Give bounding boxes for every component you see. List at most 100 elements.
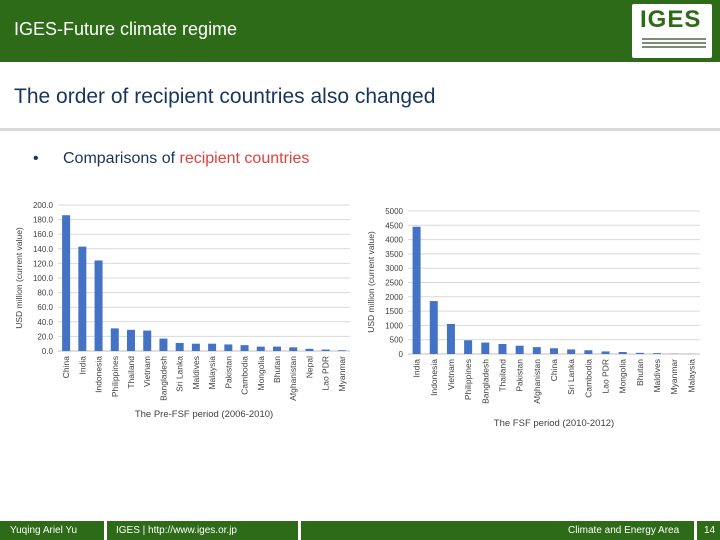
pre-fsf-bar [78,246,87,351]
fsf-y-tick-label: 4000 [385,236,403,245]
fsf-y-tick-label: 3000 [385,264,403,273]
fsf-bar [429,301,438,354]
pre-fsf-category-label: Thailand [126,356,136,389]
pre-fsf-y-tick-label: 180.0 [33,216,54,225]
fsf-category-label: Sri Lanka [566,359,576,395]
fsf-category-label: Bangladesh [480,359,490,404]
pre-fsf-bar [240,345,249,351]
pre-fsf-category-label: Philippines [110,356,120,397]
fsf-bar [567,349,576,354]
pre-fsf-bar [191,343,200,351]
pre-fsf-category-label: Lao PDR [321,356,331,391]
pre-fsf-y-tick-label: 200.0 [33,201,54,210]
pre-fsf-category-label: Myanmar [337,356,347,392]
footer-area: Climate and Energy Area [568,525,680,536]
pre-fsf-category-label: Nepal [304,356,314,378]
fsf-category-label: Indonesia [429,359,439,396]
fsf-y-tick-label: 4500 [385,221,403,230]
fsf-bar [481,342,490,354]
fsf-category-label: Maldives [652,359,662,393]
pre-fsf-bar [208,343,217,351]
fsf-x-axis-label: The FSF period (2010-2012) [494,418,614,429]
fsf-y-tick-label: 1000 [385,321,403,330]
slide-title: The order of recipient countries also ch… [14,85,436,108]
pre-fsf-bar [143,330,152,351]
pre-fsf-bar [175,342,184,351]
pre-fsf-category-label: Maldives [191,356,201,390]
fsf-bar [550,348,558,354]
pre-fsf-category-label: Afghanistan [288,356,298,401]
pre-fsf-y-tick-label: 80.0 [37,289,53,298]
bullet-text: Comparisons of [63,150,176,167]
pre-fsf-y-tick-label: 20.0 [37,332,53,341]
footer-separator [298,521,301,540]
fsf-category-label: Afghanistan [532,359,542,404]
recipient-countries-charts: 0.0 20.0 40.0 60.0 80.0 100.0 120.0 140.0 160.0 1… [14,201,700,429]
pre-fsf-category-label: China [61,356,71,378]
fsf-bar [464,340,473,354]
fsf-bar [653,353,662,354]
fsf-category-label: Cambodia [583,359,593,398]
pre-fsf-bar [273,346,281,351]
pre-fsf-y-tick-label: 40.0 [37,318,53,327]
pre-fsf-category-label: Bhutan [272,356,282,383]
pre-fsf-category-label: Vietnam [142,356,152,387]
pre-fsf-x-axis-label: The Pre-FSF period (2006-2010) [135,409,273,420]
logo-subtext [642,38,706,52]
pre-fsf-bar [256,346,265,351]
iges-logo: IGES [632,4,712,58]
footer-author: Yuqing Ariel Yu [10,525,78,536]
fsf-category-label: Philippines [463,359,473,400]
pre-fsf-bar [321,349,330,351]
pre-fsf-y-tick-label: 0.0 [42,347,54,356]
fsf-bar [446,323,455,354]
fsf-category-label: Thailand [497,359,507,392]
fsf-category-label: China [549,359,559,381]
pre-fsf-bar [289,347,298,351]
fsf-bar [601,351,610,354]
pre-fsf-bar [305,348,314,351]
fsf-bar [515,345,524,354]
pre-fsf-category-label: Mongolia [256,356,266,391]
fsf-bar [498,343,507,354]
logo-wordmark: IGES [640,6,702,33]
pre-fsf-category-label: Indonesia [94,356,104,393]
pre-fsf-y-tick-label: 60.0 [37,303,53,312]
fsf-category-label: Vietnam [446,359,456,390]
pre-fsf-category-label: Sri Lanka [175,356,185,392]
fsf-y-tick-label: 1500 [385,307,403,316]
header-bar: IGES-Future climate regime IGES [0,0,720,62]
fsf-category-label: Myanmar [669,359,679,395]
fsf-y-tick-label: 2500 [385,279,403,288]
bullet-dot-icon: • [33,150,39,167]
pre-fsf-bar [127,329,135,351]
title-divider [0,128,720,131]
fsf-category-label: Bhutan [635,359,645,386]
fsf-y-tick-label: 500 [390,336,404,345]
pre-fsf-category-label: Pakistan [223,356,233,389]
pre-fsf-bar [159,338,168,351]
pre-fsf-bar [94,260,103,351]
fsf-bar [584,350,593,354]
pre-fsf-category-label: Bangladesh [158,356,168,401]
pre-fsf-category-label: India [77,356,87,375]
pre-fsf-y-axis-label: USD million (current value) [14,227,24,329]
fsf-category-label: Lao PDR [601,359,611,394]
footer-org: IGES | http://www.iges.or.jp [116,525,237,536]
fsf-category-label: Mongolia [618,359,628,394]
fsf-category-label: Pakistan [515,359,525,392]
footer-separator [104,521,107,540]
fsf-bar [635,352,644,354]
header-title: IGES-Future climate regime [14,19,238,39]
pre-fsf-y-tick-label: 100.0 [33,274,54,283]
pre-fsf-y-tick-label: 140.0 [33,245,54,254]
footer-bar: Yuqing Ariel Yu IGES | http://www.iges.o… [0,521,720,540]
bullet-accent-text: recipient countries [179,150,310,167]
fsf-bar [412,226,421,354]
fsf-bar [532,347,541,354]
bullet-item: • Comparisons of recipient countries [33,150,309,168]
fsf-bar [618,351,627,354]
fsf-category-label: Malaysia [686,359,696,393]
pre-fsf-y-tick-label: 160.0 [33,230,54,239]
footer-page-number: 14 [704,525,716,536]
